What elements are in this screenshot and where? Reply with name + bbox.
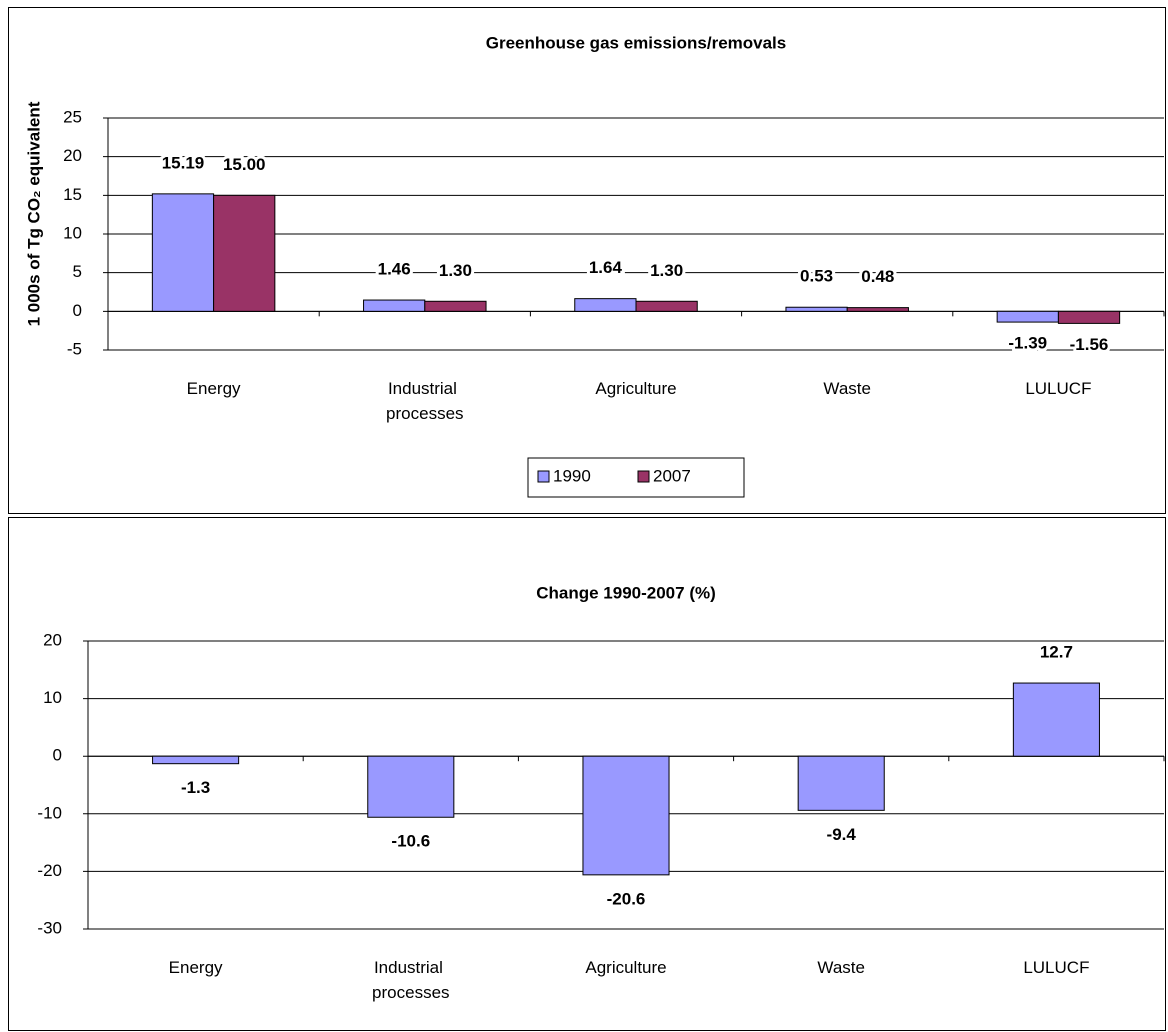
y-tick-label: 15: [63, 185, 82, 204]
data-label: -1.3: [181, 778, 210, 797]
x-tick-label: Agriculture: [585, 958, 666, 977]
legend-label: 1990: [553, 466, 591, 485]
x-tick-label: LULUCF: [1025, 379, 1091, 398]
data-label: 0.48: [861, 267, 894, 286]
y-tick-label: -5: [67, 339, 82, 358]
data-label: 1.30: [439, 261, 472, 280]
data-label: -20.6: [607, 889, 646, 908]
bar: [424, 300, 487, 312]
y-tick-label: 5: [73, 262, 82, 281]
bar: [213, 194, 276, 312]
x-tick-label: Industrial processes: [386, 379, 463, 423]
data-label: 15.19: [162, 153, 205, 172]
x-tick-label-line: Industrial: [374, 958, 448, 977]
x-tick-label-line: Energy: [169, 958, 223, 977]
x-tick-label-line: Energy: [187, 379, 241, 398]
y-tick-label: 10: [63, 223, 82, 242]
x-tick-label-line: Waste: [823, 379, 871, 398]
bar: [582, 755, 670, 876]
x-tick-label-line: processes: [386, 404, 463, 423]
x-tick-label-line: Industrial: [388, 379, 462, 398]
data-label: -10.6: [391, 832, 430, 851]
x-tick-label: Energy: [169, 958, 223, 977]
data-label: 0.53: [800, 267, 833, 286]
y-tick-label: 10: [43, 688, 62, 707]
bar: [1057, 310, 1121, 324]
y-axis-label: 1 000s of Tg CO₂ equivalent: [24, 101, 43, 326]
bar: [785, 306, 848, 312]
x-tick-label: Energy: [187, 379, 241, 398]
y-tick-label: -10: [37, 803, 62, 822]
x-tick-label: Industrial processes: [372, 958, 449, 1002]
x-tick-label-line: LULUCF: [1025, 379, 1091, 398]
x-tick-label: LULUCF: [1023, 958, 1089, 977]
y-tick-label: 25: [63, 107, 82, 126]
x-tick-label-line: processes: [372, 983, 449, 1002]
bar: [151, 193, 215, 312]
y-tick-label: 0: [53, 746, 62, 765]
y-tick-label: -30: [37, 918, 62, 937]
bar: [1012, 682, 1100, 757]
data-label: 1.64: [589, 258, 623, 277]
bar: [363, 299, 426, 312]
y-tick-label: -20: [37, 861, 62, 880]
data-label: -9.4: [827, 825, 857, 844]
y-tick-label: 0: [73, 301, 82, 320]
chart-title: Greenhouse gas emissions/removals: [486, 33, 786, 52]
legend-swatch: [537, 470, 550, 483]
x-tick-label: Waste: [823, 379, 871, 398]
chart-title: Change 1990-2007 (%): [536, 583, 716, 602]
x-tick-label-line: Agriculture: [585, 958, 666, 977]
x-tick-label-line: Agriculture: [595, 379, 676, 398]
data-label: 1.46: [378, 260, 411, 279]
data-label: 1.30: [650, 261, 683, 280]
bar: [574, 298, 637, 312]
bar: [152, 755, 240, 765]
bar: [996, 310, 1059, 323]
data-label: 12.7: [1040, 643, 1073, 662]
bar: [367, 755, 455, 818]
x-tick-label: Waste: [817, 958, 865, 977]
x-tick-label: Agriculture: [595, 379, 676, 398]
y-tick-label: 20: [63, 146, 82, 165]
data-label: -1.56: [1070, 335, 1109, 354]
bar: [635, 300, 698, 312]
legend-label: 2007: [653, 466, 691, 485]
data-label: 15.00: [223, 155, 266, 174]
bar: [846, 307, 909, 312]
legend-box: [527, 457, 745, 498]
legend-swatch: [637, 470, 650, 483]
bar: [797, 755, 885, 811]
x-tick-label-line: LULUCF: [1023, 958, 1089, 977]
data-label: -1.39: [1008, 334, 1047, 353]
x-tick-label-line: Waste: [817, 958, 865, 977]
y-tick-label: 20: [43, 630, 62, 649]
